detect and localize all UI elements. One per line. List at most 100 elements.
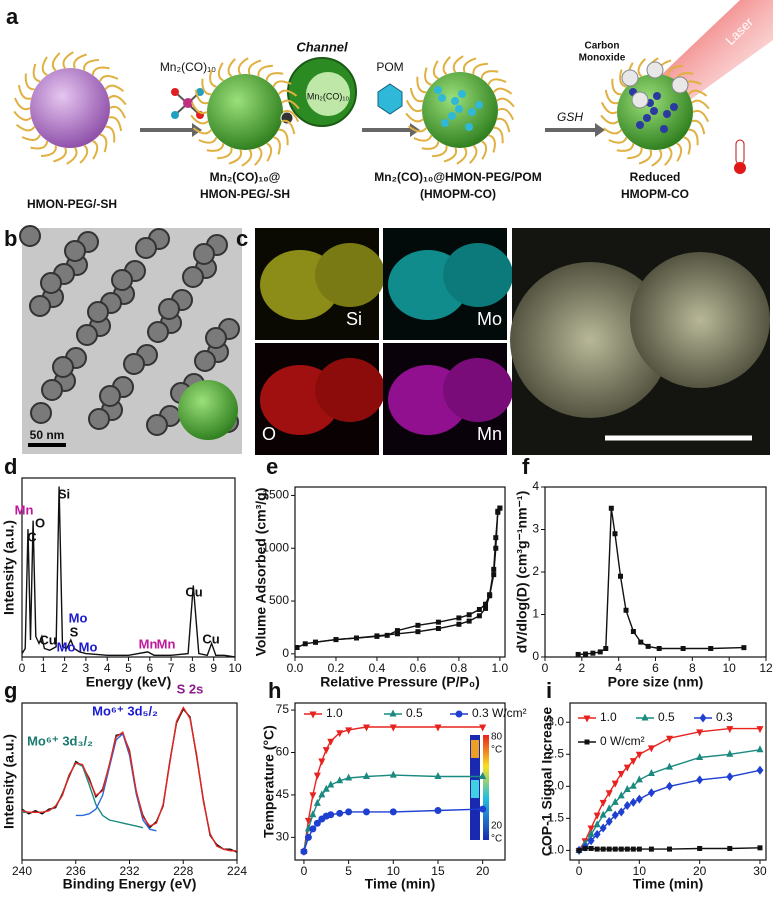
y-tick-label: 75 [276, 702, 290, 716]
peg-chain [432, 60, 439, 80]
peg-chain [13, 97, 31, 111]
marker [587, 829, 595, 837]
marker [605, 790, 613, 798]
marker [318, 758, 326, 766]
marker [374, 633, 380, 639]
tem-particle [29, 295, 51, 317]
y-axis-label: Temperature (°C) [261, 725, 277, 838]
peg-chain [651, 149, 663, 167]
marker [497, 505, 503, 511]
colorbar-inset [470, 735, 489, 840]
x-tick-label: 12 [759, 661, 773, 675]
marker [300, 848, 308, 856]
legend-label: 0.5 [658, 710, 675, 724]
marker [617, 807, 625, 817]
marker [434, 724, 442, 732]
panel-label: i [546, 678, 552, 703]
peg-chain [278, 128, 289, 146]
legend-label: 1.0 [600, 710, 617, 724]
x-tick-label: 30 [753, 864, 767, 878]
step-label: (HMOPM-CO) [420, 187, 496, 201]
element-label: Mo [477, 309, 502, 329]
tem-particle [99, 385, 121, 407]
tem-particle [123, 353, 145, 375]
x-tick-label: 3 [83, 661, 90, 675]
pom-cluster [451, 97, 459, 105]
step-label: Reduced [630, 170, 681, 184]
annotation: S 2s [177, 681, 204, 696]
peg-chain [492, 87, 513, 95]
peg-chain [98, 75, 119, 82]
marker [608, 505, 614, 511]
legend-marker [389, 709, 397, 717]
marker [611, 780, 619, 788]
marker [756, 745, 764, 753]
peg-chain [265, 72, 284, 81]
marker [587, 825, 595, 833]
colorbar-label: °C [491, 745, 502, 756]
marker [726, 749, 734, 757]
peg-chain [227, 58, 236, 78]
marker [313, 819, 321, 827]
marker [696, 729, 704, 737]
peg-chain [442, 56, 451, 76]
x-tick-label: 0.0 [287, 661, 304, 675]
marker [435, 625, 441, 631]
co-bubble [621, 69, 639, 87]
marker [466, 612, 472, 618]
annotation: Cu [185, 584, 202, 599]
x-tick-label: 5 [345, 864, 352, 878]
marker [612, 846, 618, 852]
y-tick-label: 45 [276, 787, 290, 801]
marker [466, 618, 472, 624]
marker [479, 724, 487, 732]
x-tick-label: 0 [19, 661, 26, 675]
peg-chain [91, 66, 110, 76]
x-axis-label: Binding Energy (eV) [63, 876, 197, 892]
annotation: Mo [79, 639, 98, 654]
marker [666, 781, 674, 791]
y-tick-label: 2.5 [547, 746, 564, 760]
x-tick-label: 5 [125, 661, 132, 675]
pom-cluster [663, 110, 671, 118]
marker [312, 639, 318, 645]
annotation: Mo [69, 610, 88, 625]
peg-chain [254, 146, 263, 166]
marker [322, 747, 330, 755]
x-tick-label: 236 [66, 864, 86, 878]
peg-chain [664, 146, 673, 166]
marker [389, 808, 397, 816]
marker [456, 621, 462, 627]
tem-particle [158, 298, 180, 320]
marker [623, 607, 629, 613]
panel-label: e [266, 454, 278, 479]
x-tick-label: 10 [633, 864, 647, 878]
x-tick-label: 224 [227, 864, 247, 878]
channel-label: Channel [296, 39, 348, 54]
marker [617, 770, 625, 778]
marker [605, 817, 613, 827]
plot-frame [294, 702, 506, 861]
data-line [75, 732, 157, 832]
marker [327, 811, 335, 819]
annotation: Mn [15, 502, 34, 517]
marker [726, 772, 734, 782]
peg-chain [79, 144, 89, 164]
peg-chain [53, 147, 67, 163]
channel-hole [306, 72, 350, 116]
marker [756, 726, 764, 734]
marker [495, 509, 501, 515]
peg-chain [496, 97, 515, 108]
y-tick-label: 0 [532, 649, 539, 663]
annotation: Si [58, 486, 70, 501]
scale-label: 50 nm [30, 428, 65, 442]
marker [612, 531, 618, 537]
peg-chain [409, 87, 424, 103]
peg-chain [105, 125, 116, 143]
pom-cluster [441, 119, 449, 127]
marker [493, 535, 499, 541]
peg-chain [487, 78, 507, 86]
marker [491, 572, 497, 578]
marker [353, 635, 359, 641]
y-tick-label: 2.0 [547, 778, 564, 792]
